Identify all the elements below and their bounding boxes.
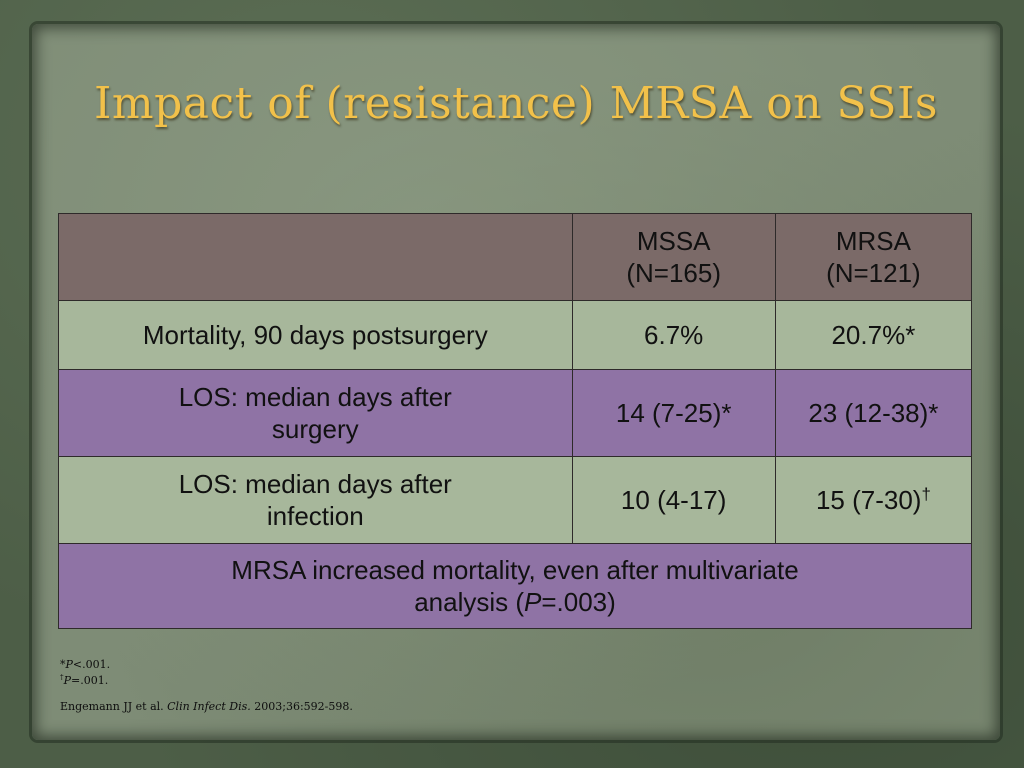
- row-label-los-surgery-line1: LOS: median days after: [178, 381, 452, 412]
- table-header-row: MSSA (N=165) MRSA (N=121): [58, 213, 973, 301]
- header-mssa-label: MSSA: [636, 225, 711, 256]
- note-line2-pre: analysis (: [414, 587, 525, 617]
- cell-los-surgery-mssa: 14 (7-25)*: [571, 369, 776, 457]
- footnote-2-mark: †: [60, 672, 64, 682]
- row-label-los-infection-line2: infection: [266, 501, 364, 531]
- cell-mortality-mrsa: 20.7%*: [774, 300, 973, 370]
- cell-los-infection-mssa: 10 (4-17): [571, 456, 776, 544]
- cell-mortality-mssa: 6.7%: [571, 300, 776, 370]
- header-mrsa-count: (N=121): [826, 258, 921, 288]
- footnotes: *P<.001. †P=.001. Engemann JJ et al. Cli…: [60, 657, 353, 715]
- footnote-1: *P<.001.: [60, 657, 353, 673]
- cell-los-surgery-mrsa: 23 (12-38)*: [774, 369, 973, 457]
- row-label-los-infection-line1: LOS: median days after: [178, 468, 452, 499]
- header-empty-cell: [58, 213, 573, 301]
- cell-los-infection-mrsa: 15 (7-30)†: [774, 456, 973, 544]
- footnote-2: †P=.001.: [60, 673, 353, 689]
- slide-title: Impact of (resistance) MRSA on SSIs: [93, 78, 938, 129]
- footnote-2-text: =.001.: [70, 674, 109, 687]
- row-label-los-infection: LOS: median days after infection: [58, 456, 573, 544]
- footnote-1-mark: *: [60, 658, 66, 671]
- citation: Engemann JJ et al. Clin Infect Dis. 2003…: [60, 699, 353, 715]
- table-note-cell: MRSA increased mortality, even after mul…: [58, 543, 972, 629]
- header-mrsa-cell: MRSA (N=121): [774, 213, 973, 301]
- note-p-symbol: P: [524, 587, 542, 617]
- header-mssa-count: (N=165): [626, 258, 721, 288]
- row-label-mortality: Mortality, 90 days postsurgery: [58, 300, 573, 370]
- table-note-row: MRSA increased mortality, even after mul…: [58, 543, 972, 629]
- table-row-mortality: Mortality, 90 days postsurgery 6.7% 20.7…: [58, 300, 973, 370]
- table-row-los-surgery: LOS: median days after surgery 14 (7-25)…: [58, 369, 973, 457]
- table-row-los-infection: LOS: median days after infection 10 (4-1…: [58, 456, 973, 544]
- citation-journal: Clin Infect Dis.: [167, 700, 251, 713]
- header-mrsa-label: MRSA: [835, 225, 911, 256]
- citation-rest: 2003;36:592-598.: [250, 700, 353, 713]
- mrsa-comparison-table: MSSA (N=165) MRSA (N=121) Mortality, 90 …: [58, 213, 973, 629]
- note-line1: MRSA increased mortality, even after mul…: [231, 554, 799, 585]
- row-label-los-surgery: LOS: median days after surgery: [58, 369, 573, 457]
- footnote-1-p: P: [65, 658, 73, 671]
- citation-authors: Engemann JJ et al.: [60, 700, 168, 713]
- footnote-2-p: P: [63, 674, 71, 687]
- cell-los-infection-mrsa-value: 15 (7-30): [815, 484, 922, 515]
- dagger-mark: †: [921, 484, 931, 504]
- row-label-los-surgery-line2: surgery: [271, 414, 359, 444]
- header-mssa-cell: MSSA (N=165): [571, 213, 776, 301]
- footnote-1-text: <.001.: [72, 658, 111, 671]
- note-line2-post: =.003): [541, 587, 616, 617]
